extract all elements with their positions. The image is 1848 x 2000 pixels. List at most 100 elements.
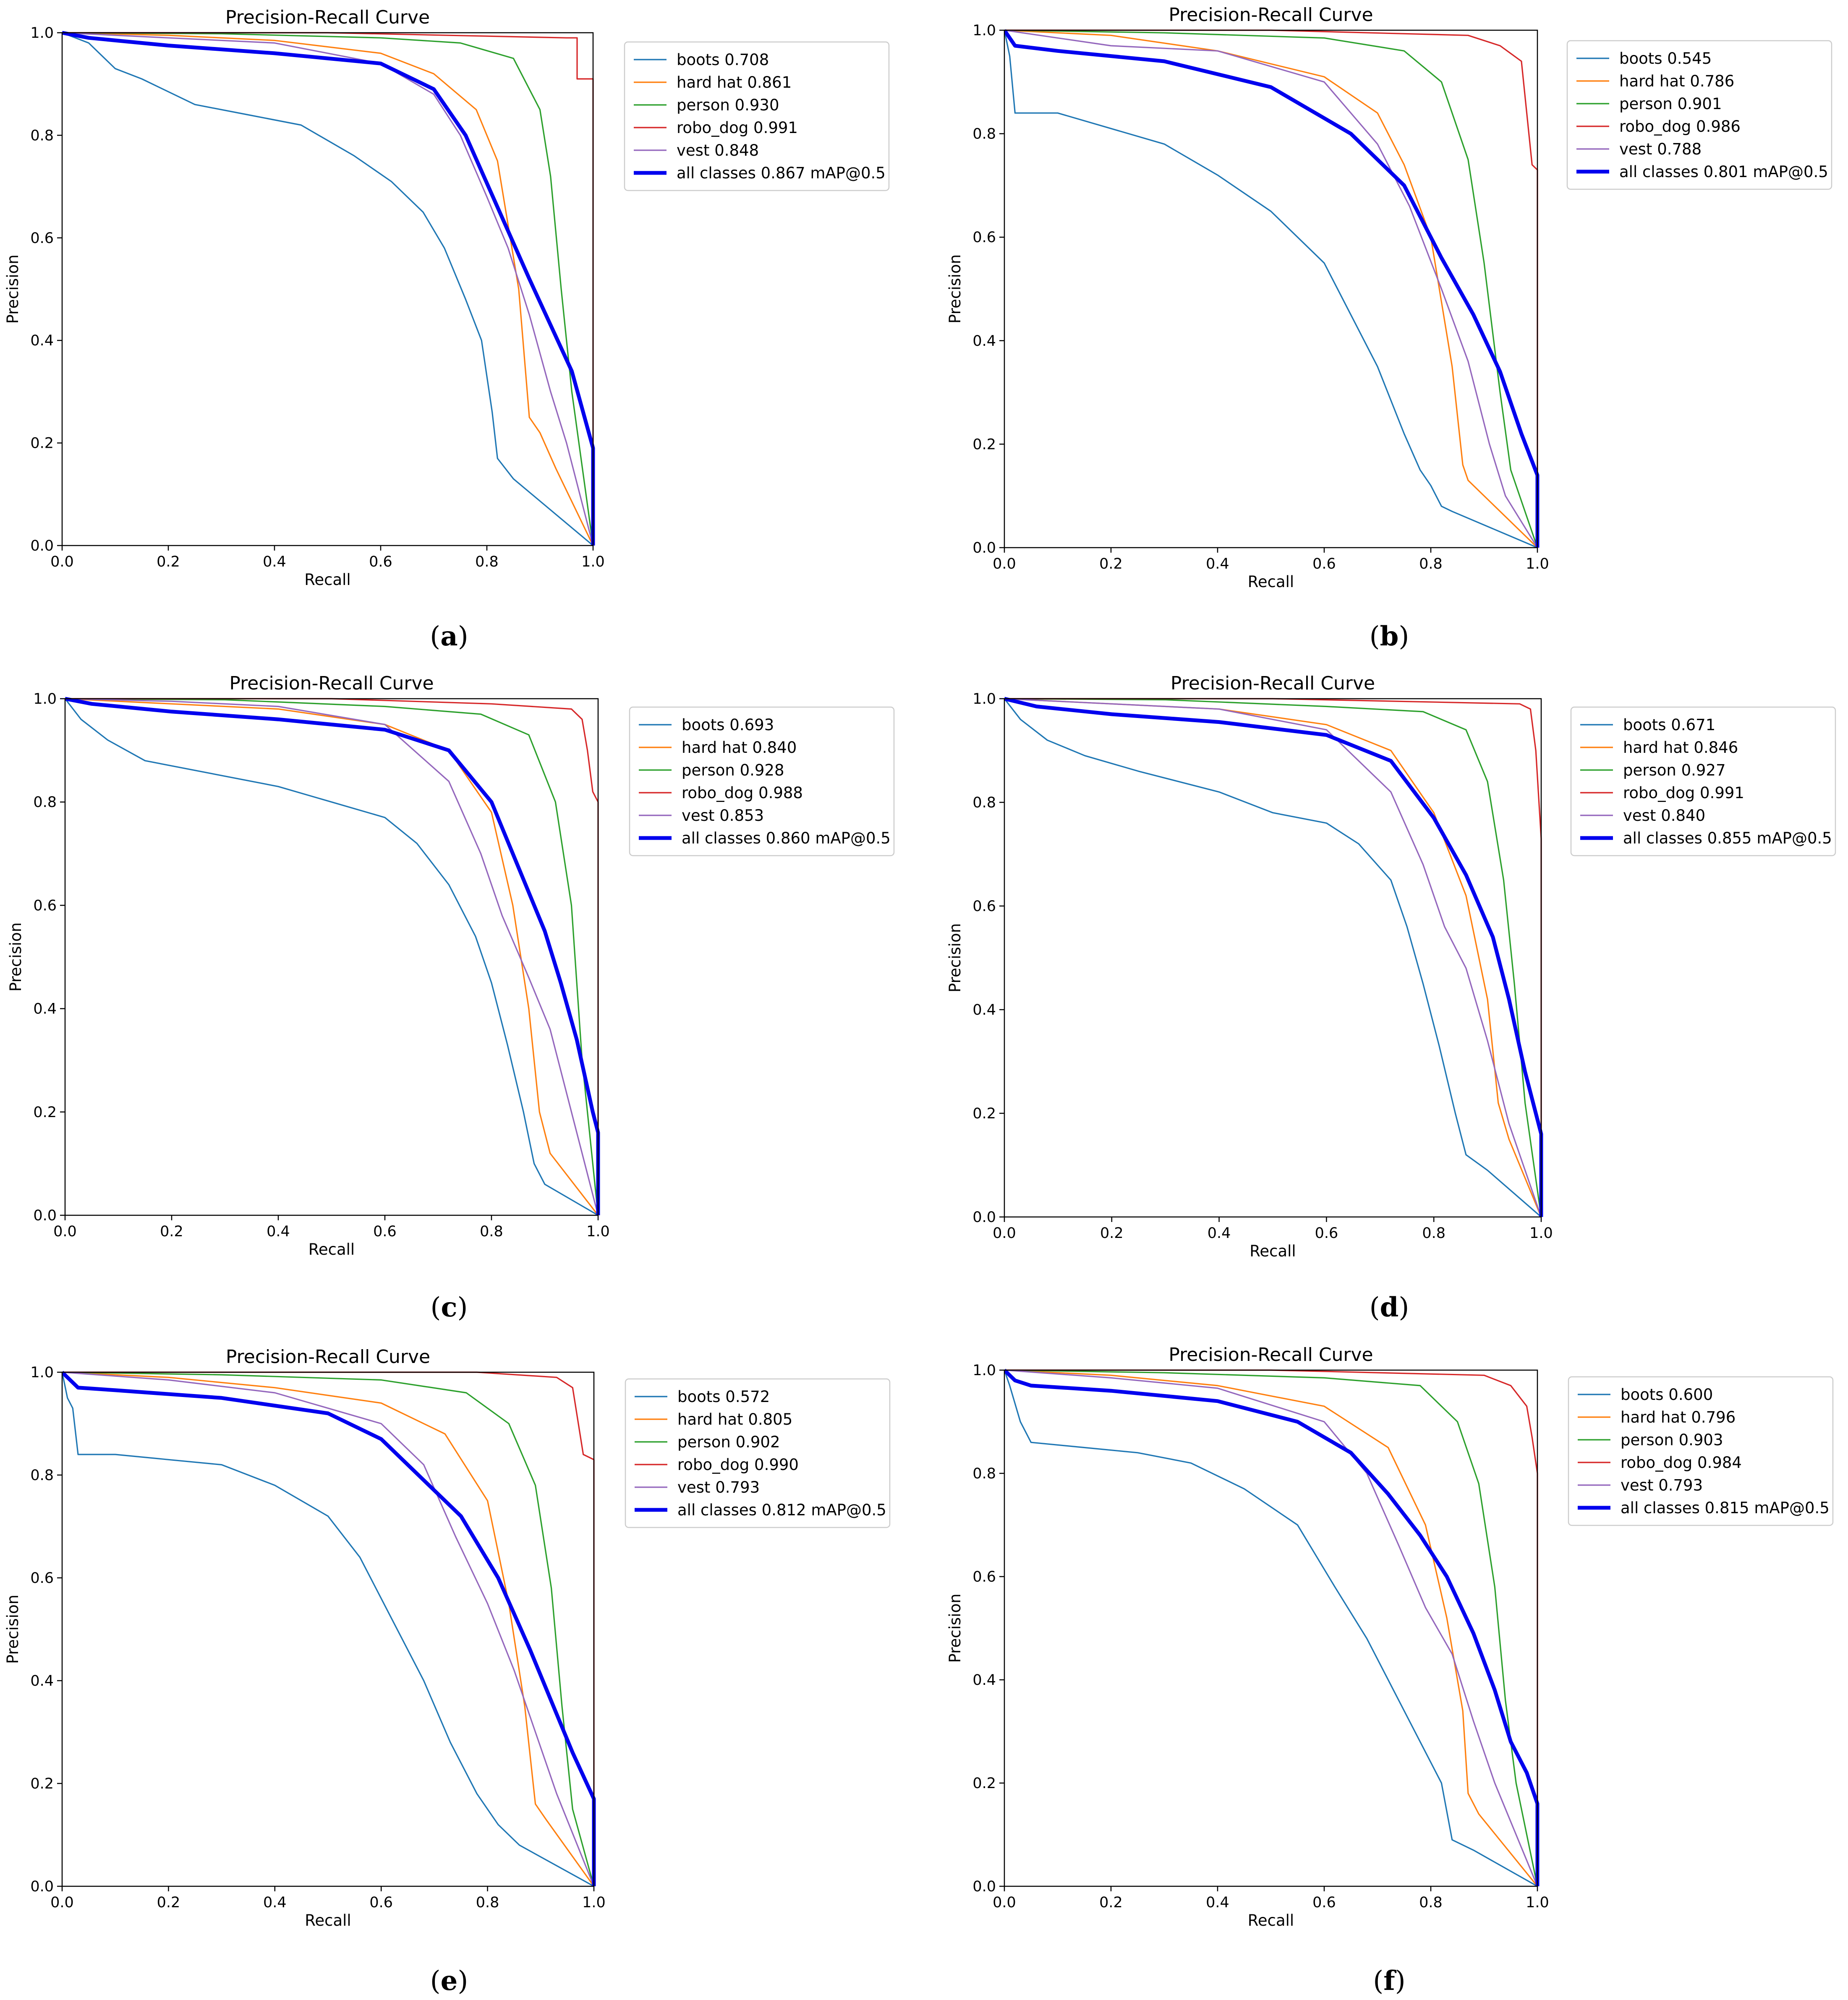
y-tick-label: 1.0 <box>30 25 54 42</box>
x-tick-label: 0.0 <box>50 554 74 570</box>
x-tick-label: 0.0 <box>993 1225 1016 1242</box>
series-line-hard-hat <box>1004 29 1538 548</box>
legend-entry: boots 0.600 <box>1621 1386 1713 1404</box>
series-line-robo-dog <box>62 1371 595 1886</box>
y-tick-label: 0.4 <box>972 333 996 350</box>
legend: boots 0.708 hard hat 0.861 person 0.930 rob… <box>624 41 890 191</box>
plot-frame <box>64 698 599 1216</box>
y-tick-label: 1.0 <box>972 22 996 39</box>
y-tick-label: 0.2 <box>972 1105 996 1122</box>
x-tick-label: 0.4 <box>263 554 286 570</box>
legend-entry: hard hat 0.796 <box>1621 1408 1736 1426</box>
series-group <box>62 31 595 546</box>
y-axis-label: Precision <box>4 254 22 324</box>
legend-entry: vest 0.848 <box>677 141 759 159</box>
x-tick-label: 0.2 <box>1099 1894 1123 1911</box>
y-tick-label: 0.0 <box>30 538 54 554</box>
series-line-boots <box>62 32 594 546</box>
legend: boots 0.671 hard hat 0.846 person 0.927 rob… <box>1570 706 1836 856</box>
legend: boots 0.572 hard hat 0.805 person 0.902 rob… <box>625 1378 891 1528</box>
x-axis-label: Recall <box>1248 573 1294 591</box>
x-tick-label: 0.8 <box>1419 1894 1443 1911</box>
legend-entry: all classes 0.855 mAP@0.5 <box>1623 829 1832 847</box>
chart-title: Precision-Recall Curve <box>225 7 430 28</box>
x-tick-label: 0.8 <box>1422 1225 1445 1242</box>
x-tick-label: 0.6 <box>369 554 392 570</box>
y-tick-label: 0.2 <box>30 1775 54 1792</box>
y-tick-label: 0.6 <box>30 230 54 247</box>
series-line-person <box>65 698 599 1216</box>
y-tick-label: 0.0 <box>972 540 996 556</box>
y-axis-label: Precision <box>946 923 964 992</box>
y-tick-label: 0.2 <box>972 436 996 453</box>
legend-box <box>625 1378 891 1528</box>
panel-caption: (a) <box>430 621 468 652</box>
x-tick-label: 0.2 <box>1100 1225 1124 1242</box>
x-tick-label: 0.6 <box>1312 1894 1336 1911</box>
x-tick-label: 0.2 <box>157 1894 180 1911</box>
legend-entry: boots 0.671 <box>1623 716 1715 734</box>
y-tick-label: 0.2 <box>33 1104 57 1121</box>
series-line-person <box>62 1371 595 1887</box>
y-tick-label: 0.8 <box>972 1465 996 1482</box>
y-tick-label: 0.2 <box>30 435 54 452</box>
legend-entry: robo_dog 0.991 <box>1623 784 1744 802</box>
series-line-vest <box>62 1371 595 1887</box>
legend-entry: person 0.901 <box>1619 95 1722 113</box>
y-tick-label: 1.0 <box>972 691 996 708</box>
x-tick-label: 1.0 <box>1529 1225 1553 1242</box>
chart-panel-b: Precision-Recall Curve 0.0 0.2 0.4 0.6 0.8 1.0… <box>946 4 1832 652</box>
series-group <box>1004 1368 1540 1887</box>
series-group <box>1004 29 1540 548</box>
chart-title: Precision-Recall Curve <box>226 1346 430 1368</box>
series-group <box>1004 697 1543 1218</box>
legend-entry: all classes 0.812 mAP@0.5 <box>677 1501 886 1519</box>
legend-entry: robo_dog 0.988 <box>682 784 803 802</box>
legend-box <box>1566 40 1832 190</box>
legend-entry: boots 0.545 <box>1619 50 1712 68</box>
legend-entry: robo_dog 0.986 <box>1619 117 1741 136</box>
y-tick-label: 0.0 <box>30 1878 54 1895</box>
legend-box <box>1568 1376 1834 1526</box>
legend-entry: vest 0.793 <box>677 1478 760 1496</box>
series-line-vest <box>1004 29 1538 548</box>
legend: boots 0.693 hard hat 0.840 person 0.928 rob… <box>629 706 895 856</box>
series-group <box>65 697 600 1216</box>
x-axis-label: Recall <box>304 571 350 589</box>
chart-title: Precision-Recall Curve <box>1168 4 1373 26</box>
series-line-boots <box>65 698 599 1216</box>
y-tick-label: 0.6 <box>972 229 996 246</box>
plot-frame <box>61 1371 595 1887</box>
chart-panel-c: Precision-Recall Curve 0.0 0.2 0.4 0.6 0.8 1.0… <box>7 673 895 1323</box>
legend: boots 0.600 hard hat 0.796 person 0.903 rob… <box>1568 1376 1834 1526</box>
x-tick-label: 0.8 <box>476 1894 499 1911</box>
legend-entry: hard hat 0.846 <box>1623 739 1738 757</box>
y-tick-label: 0.6 <box>972 1569 996 1585</box>
x-tick-label: 1.0 <box>581 554 605 570</box>
chart-title: Precision-Recall Curve <box>229 673 434 694</box>
chart-panel-e: Precision-Recall Curve 0.0 0.2 0.4 0.6 0.8 1.0… <box>4 1346 891 1997</box>
legend-entry: hard hat 0.840 <box>682 739 797 757</box>
legend-entry: hard hat 0.805 <box>677 1410 792 1428</box>
x-tick-label: 1.0 <box>586 1223 610 1240</box>
series-line-hard-hat <box>1004 1369 1538 1887</box>
y-axis-label: Precision <box>946 254 964 324</box>
y-tick-label: 0.4 <box>33 1001 57 1018</box>
y-tick-label: 0.0 <box>972 1209 996 1226</box>
x-tick-label: 0.4 <box>267 1223 290 1240</box>
plot-frame <box>1004 698 1542 1218</box>
x-tick-label: 0.2 <box>1099 556 1123 572</box>
series-line-all-classes <box>1004 697 1543 1217</box>
series-line-all-classes <box>62 31 595 546</box>
legend-entry: boots 0.693 <box>682 716 774 734</box>
legend-entry: all classes 0.860 mAP@0.5 <box>682 829 891 847</box>
chart-panel-a: Precision-Recall Curve 0.0 0.2 0.4 0.6 0.8 1.0… <box>4 7 890 652</box>
plot-frame <box>1004 29 1538 548</box>
panel-caption: (d) <box>1370 1292 1409 1323</box>
y-tick-label: 1.0 <box>972 1362 996 1379</box>
y-axis-label: Precision <box>946 1593 964 1663</box>
series-line-boots <box>62 1372 594 1887</box>
legend-entry: vest 0.853 <box>682 807 764 825</box>
plot-frame <box>61 32 594 546</box>
